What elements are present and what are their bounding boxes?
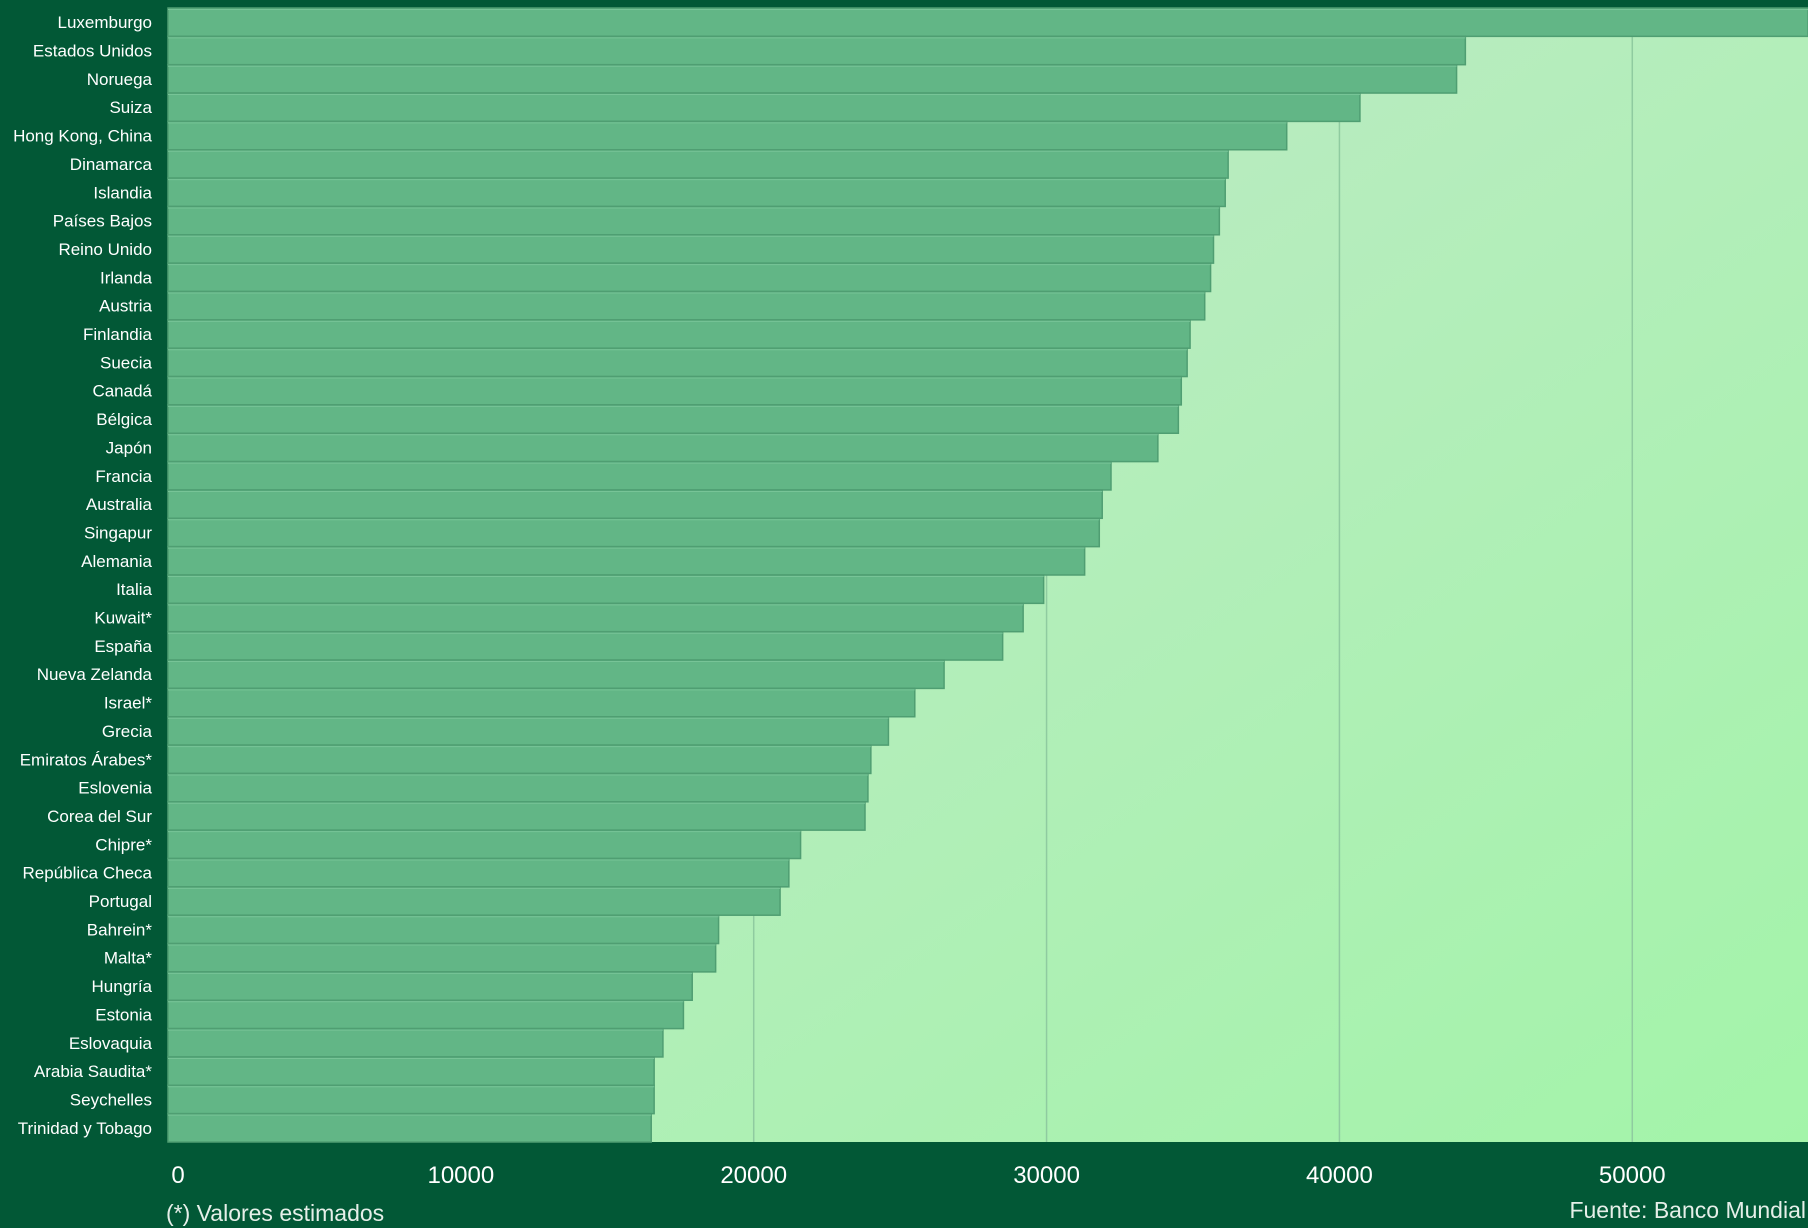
category-label: Suiza xyxy=(109,98,152,117)
bar-Hungría xyxy=(167,971,693,1002)
bar-Estonia xyxy=(167,999,685,1030)
category-label: Islandia xyxy=(93,183,152,202)
category-label: Kuwait* xyxy=(94,609,152,628)
category-label: Eslovaquia xyxy=(69,1034,153,1053)
x-axis-tick-labels: 0 10000 20000 30000 40000 50000 xyxy=(171,1162,1665,1189)
category-label: Austria xyxy=(99,297,152,316)
bar-Kuwait* xyxy=(167,602,1024,633)
bar-Reino Unido xyxy=(167,234,1215,264)
bar-Estados Unidos xyxy=(167,35,1467,66)
category-label: Canadá xyxy=(92,382,152,401)
bar-Japón xyxy=(167,432,1159,463)
bar-Emiratos Árabes* xyxy=(167,744,872,775)
bar-Islandia xyxy=(167,177,1226,208)
category-label: Luxemburgo xyxy=(57,13,152,32)
bar-Malta* xyxy=(167,942,717,973)
bar-Eslovaquia xyxy=(167,1027,664,1058)
x-tick-label: 0 xyxy=(171,1162,184,1189)
category-label: Noruega xyxy=(87,70,153,89)
bar-Dinamarca xyxy=(167,149,1229,179)
category-label: Japón xyxy=(106,438,152,457)
category-label: Arabia Saudita* xyxy=(34,1062,153,1081)
category-labels: Luxemburgo Estados Unidos Noruega Suiza Hong… xyxy=(13,13,152,1138)
category-label: Israel* xyxy=(104,694,153,713)
bar-Irlanda xyxy=(167,262,1212,293)
category-label: Estados Unidos xyxy=(33,42,152,61)
bar-España xyxy=(167,630,1004,661)
category-label: Trinidad y Tobago xyxy=(18,1119,152,1138)
source-note: Fuente: Banco Mundial xyxy=(1569,1197,1806,1223)
bar-Francia xyxy=(167,460,1112,491)
bar-Seychelles xyxy=(167,1084,655,1115)
bar-Austria xyxy=(167,290,1206,321)
category-label: Italia xyxy=(116,580,152,599)
category-label: Suecia xyxy=(100,353,153,372)
bar-Finlandia xyxy=(167,319,1191,349)
category-label: Eslovenia xyxy=(78,779,152,798)
category-label: Hungría xyxy=(92,977,153,996)
bar-Chipre* xyxy=(167,829,802,860)
bars xyxy=(167,7,1808,1143)
bar-Canadá xyxy=(167,375,1183,406)
category-label: Hong Kong, China xyxy=(13,127,152,146)
bar-Países Bajos xyxy=(167,205,1221,236)
category-label: Emiratos Árabes* xyxy=(20,750,153,769)
bar-Portugal xyxy=(167,886,781,916)
category-label: Chipre* xyxy=(95,835,152,854)
bar-Luxemburgo xyxy=(167,7,1808,38)
bar-Grecia xyxy=(167,716,890,746)
bar-Bahrein* xyxy=(167,914,720,945)
category-label: Malta* xyxy=(104,949,153,968)
bar-Arabia Saudita* xyxy=(167,1056,655,1087)
x-tick-label: 50000 xyxy=(1599,1162,1666,1189)
category-label: Reino Unido xyxy=(58,240,152,259)
x-tick-label: 30000 xyxy=(1013,1162,1080,1189)
bar-Nueva Zelanda xyxy=(167,659,945,690)
bar-Singapur xyxy=(167,517,1101,548)
category-label: Bahrein* xyxy=(87,920,153,939)
category-label: Portugal xyxy=(89,892,152,911)
x-tick-label: 40000 xyxy=(1306,1162,1373,1189)
category-label: Finlandia xyxy=(83,325,153,344)
category-label: Estonia xyxy=(95,1005,152,1024)
category-label: Seychelles xyxy=(70,1090,152,1109)
bar-Bélgica xyxy=(167,404,1180,434)
bar-Corea del Sur xyxy=(167,801,866,831)
category-label: Corea del Sur xyxy=(47,807,152,826)
category-label: Irlanda xyxy=(100,268,153,287)
bar-Israel* xyxy=(167,687,916,718)
bar-Suiza xyxy=(167,92,1361,123)
category-label: Grecia xyxy=(102,722,153,741)
category-label: Nueva Zelanda xyxy=(37,665,153,684)
category-label: Bélgica xyxy=(96,410,152,429)
x-tick-label: 20000 xyxy=(720,1162,787,1189)
category-label: España xyxy=(94,637,152,656)
x-tick-label: 10000 xyxy=(427,1162,494,1189)
bar-Noruega xyxy=(167,63,1458,94)
bar-Italia xyxy=(167,574,1045,605)
bar-Suecia xyxy=(167,347,1188,378)
category-label: Dinamarca xyxy=(70,155,153,174)
bar-República Checa xyxy=(167,857,790,888)
bar-Alemania xyxy=(167,545,1086,576)
footnote: (*) Valores estimados xyxy=(166,1200,385,1226)
category-label: Alemania xyxy=(81,552,152,571)
bar-Hong Kong, China xyxy=(167,120,1288,151)
category-label: Francia xyxy=(95,467,152,486)
category-label: Países Bajos xyxy=(53,212,152,231)
bar-Eslovenia xyxy=(167,772,869,803)
category-label: Singapur xyxy=(84,523,152,542)
bar-Australia xyxy=(167,489,1103,520)
category-label: Australia xyxy=(86,495,153,514)
category-label: República Checa xyxy=(23,864,153,883)
bar-Trinidad y Tobago xyxy=(167,1112,652,1143)
